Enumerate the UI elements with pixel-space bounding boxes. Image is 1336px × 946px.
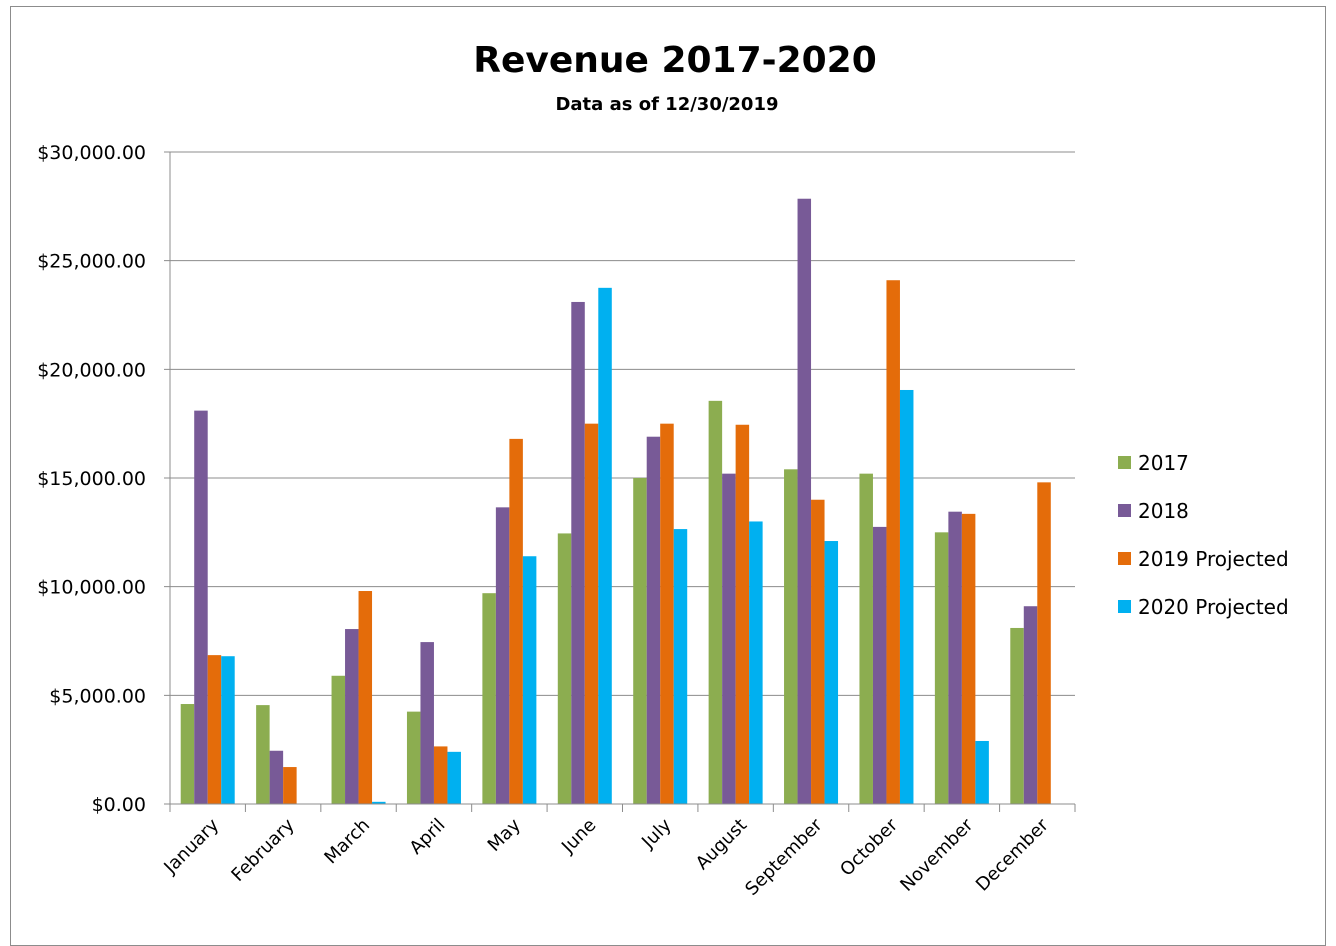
- x-tick-label: February: [227, 814, 298, 885]
- y-tick-label: $10,000.00: [37, 577, 146, 599]
- x-tick-label: September: [741, 814, 827, 900]
- bar-2018-december: [1023, 606, 1038, 804]
- legend: 2017 2018 2019 Projected 2020 Projected: [1118, 451, 1289, 619]
- bar-2018-november: [948, 511, 962, 804]
- x-tick-label: May: [484, 814, 525, 855]
- bar-2017-july: [633, 478, 647, 804]
- legend-swatch: [1118, 456, 1131, 469]
- legend-swatch: [1118, 552, 1131, 565]
- bar-2019-projected-october: [886, 280, 900, 804]
- y-tick-label: $0.00: [92, 794, 146, 816]
- legend-label: 2019 Projected: [1138, 547, 1289, 571]
- legend-label: 2020 Projected: [1138, 595, 1289, 619]
- x-tick-label: April: [406, 815, 450, 859]
- bar-2018-september: [797, 198, 812, 804]
- bar-2019-projected-may: [509, 438, 523, 804]
- bar-2020-projected-march: [372, 801, 386, 804]
- bar-2018-july: [646, 436, 661, 804]
- bar-2020-projected-june: [598, 287, 612, 804]
- x-tick-label: July: [637, 814, 676, 853]
- x-tick-label: March: [320, 815, 374, 869]
- bar-2020-projected-july: [673, 529, 688, 804]
- chart-title: Revenue 2017-2020: [473, 40, 877, 81]
- bar-2019-projected-august: [735, 424, 750, 804]
- bar-2017-april: [406, 711, 421, 804]
- legend-swatch: [1118, 504, 1131, 517]
- bar-2020-projected-august: [749, 521, 763, 804]
- y-tick-label: $5,000.00: [49, 685, 146, 707]
- bar-2018-june: [571, 301, 585, 804]
- bar-2018-august: [722, 473, 736, 804]
- x-tick-label: January: [159, 814, 223, 878]
- bar-2018-february: [269, 750, 284, 804]
- bar-2017-december: [1010, 627, 1024, 804]
- y-axis: $0.00 $5,000.00 $10,000.00 $15,000.00 $20,00…: [37, 142, 171, 816]
- bar-2020-projected-november: [975, 740, 989, 804]
- bar-2020-projected-september: [824, 541, 839, 804]
- bar-2019-projected-september: [811, 499, 825, 804]
- bar-2017-june: [557, 533, 572, 804]
- bar-2017-august: [708, 400, 723, 804]
- bar-2019-projected-july: [660, 423, 674, 804]
- bar-2019-projected-march: [358, 591, 373, 804]
- bars: [180, 198, 1051, 804]
- y-tick-label: $15,000.00: [37, 468, 146, 490]
- bar-2019-projected-january: [207, 655, 222, 804]
- x-tick-label: November: [896, 814, 977, 895]
- bar-2020-projected-may: [522, 556, 537, 804]
- bar-2019-projected-november: [961, 513, 976, 804]
- chart-subtitle: Data as of 12/30/2019: [555, 94, 778, 115]
- bar-2018-march: [345, 629, 359, 804]
- bar-2019-projected-december: [1037, 482, 1051, 804]
- x-tick-label: August: [692, 815, 751, 874]
- x-tick-label: October: [836, 814, 902, 880]
- bar-2019-projected-june: [584, 423, 599, 804]
- bar-2017-november: [934, 532, 949, 804]
- legend-label: 2018: [1138, 499, 1189, 523]
- x-axis: January February March April May June July Augu…: [159, 803, 1076, 900]
- y-tick-label: $25,000.00: [37, 251, 146, 273]
- bar-2018-october: [872, 526, 887, 804]
- bar-2019-projected-april: [433, 746, 448, 804]
- bar-2019-projected-february: [283, 767, 297, 804]
- bar-2017-march: [331, 675, 346, 804]
- bar-2020-projected-october: [899, 389, 914, 804]
- bar-2017-october: [859, 473, 873, 804]
- y-tick-label: $30,000.00: [37, 142, 146, 164]
- bar-2017-september: [784, 469, 798, 804]
- bar-2020-projected-january: [221, 656, 235, 804]
- legend-swatch: [1118, 600, 1131, 613]
- bar-2020-projected-april: [447, 751, 461, 804]
- x-tick-label: December: [972, 814, 1053, 895]
- bar-2018-january: [194, 410, 208, 804]
- bar-2018-april: [420, 642, 434, 804]
- bar-2018-may: [495, 507, 510, 804]
- legend-label: 2017: [1138, 451, 1189, 475]
- y-tick-label: $20,000.00: [37, 359, 146, 381]
- bar-2017-february: [256, 705, 270, 804]
- bar-2017-may: [482, 593, 496, 804]
- x-tick-label: June: [557, 815, 600, 858]
- bar-2017-january: [180, 704, 195, 804]
